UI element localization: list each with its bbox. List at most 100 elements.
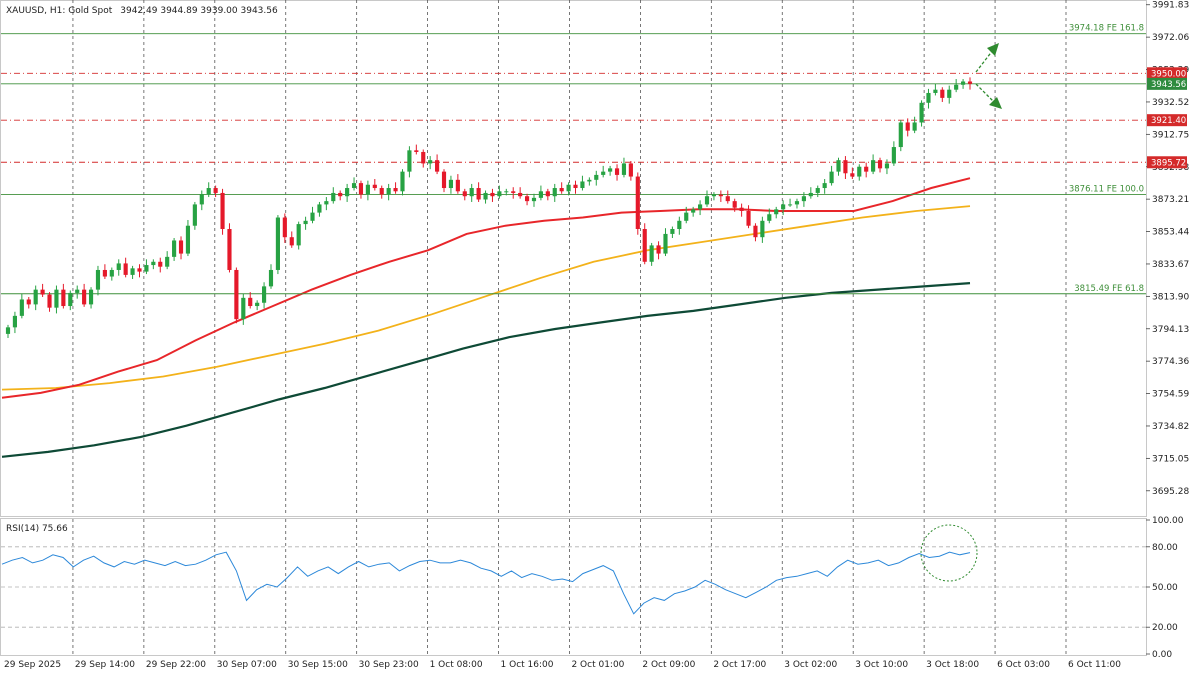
resistance-tag-label: 3895.72: [1151, 158, 1186, 168]
up-arrow: [975, 43, 999, 73]
candle-body: [192, 204, 197, 226]
candle-body: [794, 201, 800, 205]
candle-body: [857, 166, 862, 177]
price-tick-label: 3833.67: [1152, 260, 1189, 270]
rsi-tick-label: 0.00: [1152, 650, 1172, 660]
rsi-tick-label: 100.00: [1152, 516, 1184, 526]
candle-body: [248, 297, 253, 307]
rsi-tick-label: 80.00: [1152, 543, 1178, 553]
candle-body: [227, 228, 232, 270]
candle-body: [33, 289, 38, 305]
candle-body: [947, 89, 952, 98]
candle-body: [608, 168, 613, 172]
candle-body: [47, 294, 52, 308]
price-tick-label: 3873.21: [1152, 195, 1189, 205]
candle-body: [435, 160, 440, 172]
candle-body: [400, 171, 405, 192]
candle-body: [393, 188, 398, 192]
candle-body: [967, 81, 973, 84]
candle-body: [144, 265, 149, 272]
candle-body: [40, 289, 45, 295]
candle-body: [220, 192, 225, 229]
candle-body: [54, 289, 59, 308]
candle-body: [504, 191, 509, 193]
price-tick-label: 3754.59: [1152, 390, 1189, 400]
rsi-tick-label: 50.00: [1152, 583, 1178, 593]
price-tick-label: 3734.82: [1152, 422, 1189, 432]
time-tick-label: 2 Oct 17:00: [713, 660, 766, 670]
candle-body: [172, 240, 177, 257]
candle-body: [663, 233, 668, 254]
candle-body: [462, 191, 467, 197]
candle-body: [684, 212, 689, 221]
candle-body: [199, 194, 204, 205]
time-axis[interactable]: 29 Sep 2025 29 Sep 14:00 29 Sep 22:00 30 Se…: [4, 660, 1121, 670]
candle-body: [801, 196, 806, 202]
candle-body: [698, 204, 703, 210]
candle-body: [310, 212, 315, 221]
candlesticks: [5, 77, 973, 338]
candle-body: [75, 289, 80, 293]
candle-body: [594, 174, 599, 180]
candle-body: [275, 217, 280, 270]
price-levels: 3974.18 FE 161.8 3876.11 FE 100.0 3815.49 …: [1, 24, 1146, 295]
time-tick-label: 2 Oct 09:00: [642, 660, 695, 670]
candle-body: [746, 210, 751, 226]
time-tick-label: 30 Sep 23:00: [359, 660, 419, 670]
candle-body: [296, 224, 301, 246]
candle-body: [469, 188, 474, 197]
candle-body: [587, 179, 592, 182]
candle-body: [386, 188, 391, 195]
candle-body: [483, 192, 488, 200]
candle-body: [877, 160, 883, 169]
candle-body: [774, 209, 779, 215]
candle-body: [711, 194, 717, 197]
candle-body: [545, 191, 550, 197]
candle-body: [677, 220, 682, 229]
candle-body: [850, 173, 855, 177]
fib-level-label: 3815.49 FE 61.8: [1074, 284, 1144, 294]
candle-body: [961, 81, 966, 85]
candle-body: [324, 201, 329, 205]
time-tick-label: 2 Oct 01:00: [571, 660, 624, 670]
ma-fast-line: [1, 177, 971, 399]
candle-body: [123, 263, 128, 275]
candle-body: [656, 245, 661, 254]
resistance-tag-label: 3950.00: [1151, 69, 1186, 79]
candle-body: [178, 240, 184, 254]
time-tick-label: 29 Sep 2025: [4, 660, 61, 670]
price-tick-label: 3972.06: [1152, 33, 1189, 43]
price-tick-label: 3853.44: [1152, 228, 1189, 238]
price-tick-label: 3695.28: [1152, 487, 1189, 497]
time-tick-label: 1 Oct 16:00: [501, 660, 554, 670]
time-tick-label: 30 Sep 15:00: [288, 660, 348, 670]
candle-body: [649, 245, 654, 262]
candle-body: [365, 184, 370, 195]
candle-body: [109, 269, 114, 277]
candle-body: [912, 122, 917, 131]
price-tick-label: 3794.13: [1152, 325, 1189, 335]
candle-body: [940, 89, 945, 98]
candle-body: [95, 269, 101, 290]
candle-body: [815, 188, 820, 193]
price-axis: 3991.833972.063952.293932.523912.753892.…: [1146, 1, 1189, 497]
candle-body: [524, 196, 530, 202]
current-price-tag-label: 3943.56: [1151, 80, 1186, 90]
candle-body: [428, 160, 433, 164]
price-tick-label: 3932.52: [1152, 98, 1189, 108]
candle-body: [954, 84, 959, 90]
candle-body: [88, 289, 94, 305]
fib-level-label: 3974.18 FE 161.8: [1069, 24, 1144, 34]
candle-body: [158, 261, 163, 267]
candle-body: [351, 183, 357, 189]
time-tick-label: 3 Oct 10:00: [855, 660, 908, 670]
rsi-label: RSI(14) 75.66: [6, 524, 68, 534]
candle-body: [635, 176, 640, 229]
candle-body: [441, 171, 447, 189]
candle-body: [68, 292, 73, 307]
candle-body: [490, 192, 495, 197]
candle-body: [884, 163, 890, 169]
candle-body: [829, 171, 834, 184]
candle-body: [303, 220, 308, 225]
